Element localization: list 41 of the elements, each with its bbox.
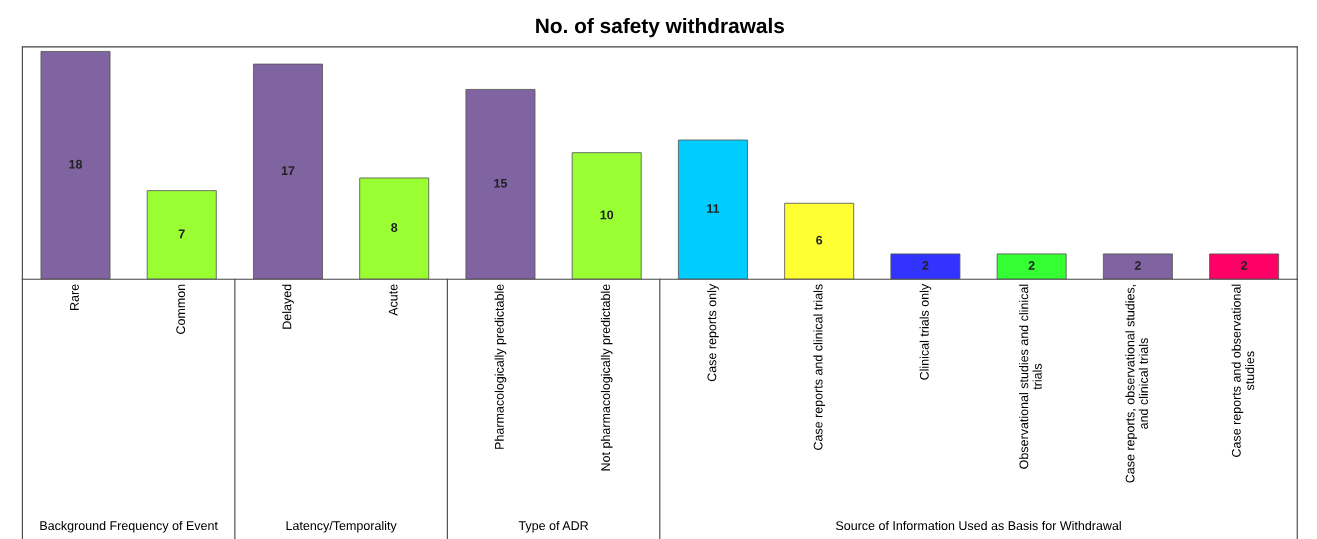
bar <box>359 177 430 280</box>
data-label: 2 <box>1028 261 1035 270</box>
x-tick-label: Pharmacologically predictable <box>494 284 507 449</box>
x-tick-label: Case reports, observational studies, and clinical trials <box>1125 284 1148 483</box>
text: Latency/Temporality <box>286 520 397 533</box>
bar <box>1102 253 1173 280</box>
data-label: 17 <box>281 166 295 175</box>
x-tick-label: Delayed <box>282 284 294 329</box>
bar <box>465 88 536 280</box>
x-tick-label: Acute <box>388 284 398 316</box>
bar <box>996 253 1067 280</box>
data-label: 2 <box>922 261 929 270</box>
chart-title: No. of safety withdrawals <box>536 17 784 38</box>
data-label: 8 <box>391 223 398 232</box>
bar <box>253 63 323 280</box>
x-tick-label: Case reports and clinical trials <box>813 284 825 450</box>
x-tick-label: Observational studies and clinical trials <box>1019 284 1042 469</box>
x-tick-label: Case reports and observational studies <box>1231 284 1255 457</box>
source-note: Source of Information Used as Basis for Withdrawal <box>835 520 1121 531</box>
x-tick-label: Not pharmacologically predictable <box>600 284 613 471</box>
bar <box>890 253 961 280</box>
bar <box>146 190 217 280</box>
bar <box>784 202 855 280</box>
data-label: 2 <box>1241 261 1248 270</box>
x-tick-label: Rare <box>70 284 79 310</box>
text: Background Frequency of Event <box>40 520 218 533</box>
data-label: 18 <box>69 159 83 169</box>
bar <box>40 51 111 280</box>
data-label: 15 <box>494 178 508 188</box>
x-tick-label: Case reports only <box>707 283 719 382</box>
bar <box>677 139 748 280</box>
data-label: 7 <box>178 229 185 239</box>
x-tick-label: Clinical trials only <box>919 283 932 380</box>
data-label: 6 <box>816 235 823 245</box>
data-label: 2 <box>1134 261 1141 270</box>
x-tick-label: Common <box>176 284 186 334</box>
bar <box>571 152 642 280</box>
text: Type of ADR <box>518 520 589 533</box>
bar <box>1209 253 1280 280</box>
data-label: 11 <box>707 204 720 213</box>
data-label: 10 <box>600 210 614 220</box>
